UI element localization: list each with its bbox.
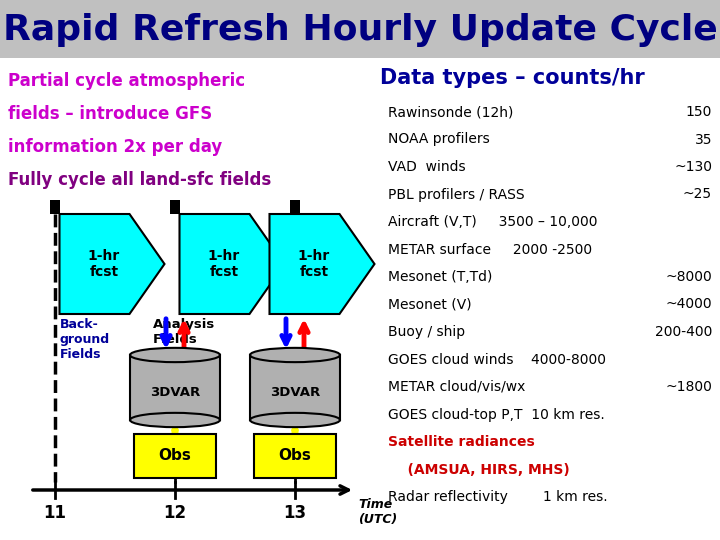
FancyBboxPatch shape <box>0 0 720 58</box>
Text: Partial cycle atmospheric: Partial cycle atmospheric <box>8 72 245 90</box>
Text: Rawinsonde (12h): Rawinsonde (12h) <box>388 105 513 119</box>
Polygon shape <box>179 214 284 314</box>
Text: GOES cloud-top P,T  10 km res.: GOES cloud-top P,T 10 km res. <box>388 408 605 422</box>
Text: information 2x per day: information 2x per day <box>8 138 222 156</box>
Text: Obs: Obs <box>279 449 312 463</box>
Text: Rapid Refresh Hourly Update Cycle: Rapid Refresh Hourly Update Cycle <box>3 13 717 47</box>
Text: Buoy / ship: Buoy / ship <box>388 325 465 339</box>
Text: NOAA profilers: NOAA profilers <box>388 132 490 146</box>
FancyBboxPatch shape <box>290 200 300 214</box>
Text: METAR cloud/vis/wx: METAR cloud/vis/wx <box>388 380 526 394</box>
Text: 1-hr
fcst: 1-hr fcst <box>88 249 120 279</box>
Polygon shape <box>60 214 164 314</box>
FancyBboxPatch shape <box>134 434 216 478</box>
FancyBboxPatch shape <box>50 200 60 214</box>
FancyBboxPatch shape <box>130 355 220 420</box>
Text: Aircraft (V,T)     3500 – 10,000: Aircraft (V,T) 3500 – 10,000 <box>388 215 598 229</box>
Text: 3DVAR: 3DVAR <box>270 386 320 399</box>
Text: Radar reflectivity        1 km res.: Radar reflectivity 1 km res. <box>388 490 608 504</box>
Text: Obs: Obs <box>158 449 192 463</box>
Ellipse shape <box>130 413 220 427</box>
Text: (AMSUA, HIRS, MHS): (AMSUA, HIRS, MHS) <box>388 462 570 476</box>
Text: ~8000: ~8000 <box>665 270 712 284</box>
Text: ~4000: ~4000 <box>665 298 712 312</box>
Text: 12: 12 <box>163 504 186 522</box>
Text: 11: 11 <box>43 504 66 522</box>
Polygon shape <box>269 214 374 314</box>
Ellipse shape <box>250 348 340 362</box>
Text: 35: 35 <box>695 132 712 146</box>
Text: 13: 13 <box>284 504 307 522</box>
FancyBboxPatch shape <box>250 355 340 420</box>
Text: PBL profilers / RASS: PBL profilers / RASS <box>388 187 525 201</box>
Text: fields – introduce GFS: fields – introduce GFS <box>8 105 212 123</box>
Ellipse shape <box>130 348 220 362</box>
Text: ~1800: ~1800 <box>665 380 712 394</box>
FancyBboxPatch shape <box>170 200 180 214</box>
Text: Mesonet (V): Mesonet (V) <box>388 298 472 312</box>
Text: 1-hr
fcst: 1-hr fcst <box>208 249 240 279</box>
FancyBboxPatch shape <box>254 434 336 478</box>
Text: Satellite radiances: Satellite radiances <box>388 435 535 449</box>
Text: METAR surface     2000 -2500: METAR surface 2000 -2500 <box>388 242 592 256</box>
Text: 3DVAR: 3DVAR <box>150 386 200 399</box>
Text: Fully cycle all land-sfc fields: Fully cycle all land-sfc fields <box>8 171 271 189</box>
Text: Analysis
Fields: Analysis Fields <box>153 318 215 346</box>
Text: 150: 150 <box>685 105 712 119</box>
Text: Time
(UTC): Time (UTC) <box>358 498 397 526</box>
Text: 200-400: 200-400 <box>654 325 712 339</box>
Text: Data types – counts/hr: Data types – counts/hr <box>380 68 644 88</box>
Text: 1-hr
fcst: 1-hr fcst <box>298 249 330 279</box>
Text: VAD  winds: VAD winds <box>388 160 466 174</box>
Text: Mesonet (T,Td): Mesonet (T,Td) <box>388 270 492 284</box>
Text: ~25: ~25 <box>683 187 712 201</box>
Text: GOES cloud winds    4000-8000: GOES cloud winds 4000-8000 <box>388 353 606 367</box>
Ellipse shape <box>250 413 340 427</box>
Text: ~130: ~130 <box>674 160 712 174</box>
Text: Back-
ground
Fields: Back- ground Fields <box>60 318 110 361</box>
